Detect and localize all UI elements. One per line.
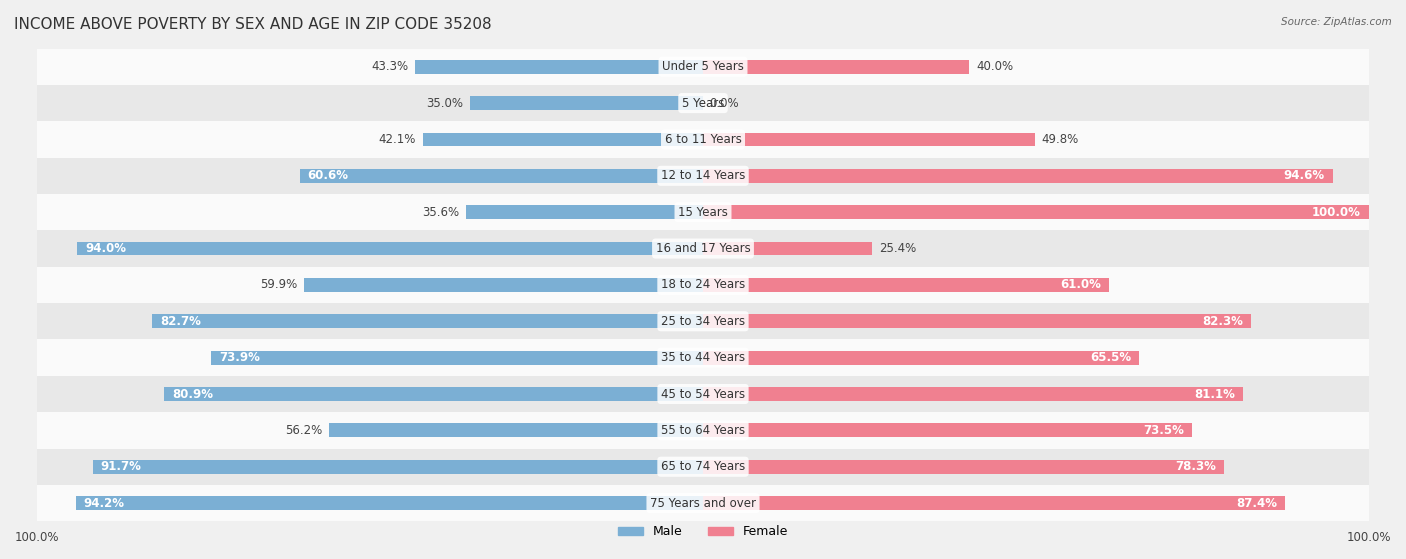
Bar (37, 194, 1369, 230)
Text: 55 to 64 Years: 55 to 64 Years (661, 424, 745, 437)
Bar (703, 314, 1251, 328)
Text: 100.0%: 100.0% (1312, 206, 1361, 219)
Text: 45 to 54 Years: 45 to 54 Years (661, 387, 745, 400)
Text: 60.6%: 60.6% (308, 169, 349, 182)
Text: 61.0%: 61.0% (1060, 278, 1101, 291)
Text: 35.6%: 35.6% (422, 206, 460, 219)
Bar (703, 241, 872, 255)
Bar (37, 339, 1369, 376)
Text: 59.9%: 59.9% (260, 278, 298, 291)
Bar (415, 60, 703, 74)
Text: 12 to 14 Years: 12 to 14 Years (661, 169, 745, 182)
Bar (211, 350, 703, 364)
Text: 78.3%: 78.3% (1175, 460, 1216, 473)
Bar (37, 303, 1369, 339)
Bar (165, 387, 703, 401)
Text: 35 to 44 Years: 35 to 44 Years (661, 351, 745, 364)
Bar (703, 387, 1243, 401)
Text: 56.2%: 56.2% (285, 424, 322, 437)
Bar (703, 169, 1333, 183)
Bar (37, 230, 1369, 267)
Bar (37, 49, 1369, 85)
Text: 82.7%: 82.7% (160, 315, 201, 328)
Text: 87.4%: 87.4% (1236, 496, 1277, 510)
Bar (703, 496, 1285, 510)
Text: 40.0%: 40.0% (976, 60, 1014, 73)
Bar (37, 267, 1369, 303)
Text: 5 Years: 5 Years (682, 97, 724, 110)
Text: 15 Years: 15 Years (678, 206, 728, 219)
Bar (703, 460, 1225, 473)
Bar (37, 448, 1369, 485)
Text: 75 Years and over: 75 Years and over (650, 496, 756, 510)
Text: 94.2%: 94.2% (84, 496, 125, 510)
Bar (93, 460, 703, 473)
Bar (703, 278, 1109, 292)
Text: 49.8%: 49.8% (1042, 133, 1078, 146)
Bar (37, 85, 1369, 121)
Bar (37, 121, 1369, 158)
Bar (152, 314, 703, 328)
Text: 18 to 24 Years: 18 to 24 Years (661, 278, 745, 291)
Text: Source: ZipAtlas.com: Source: ZipAtlas.com (1281, 17, 1392, 27)
Bar (304, 278, 703, 292)
Text: 65.5%: 65.5% (1090, 351, 1130, 364)
Text: 65 to 74 Years: 65 to 74 Years (661, 460, 745, 473)
Text: 91.7%: 91.7% (100, 460, 142, 473)
Bar (703, 132, 1035, 146)
Text: 43.3%: 43.3% (371, 60, 408, 73)
Bar (703, 60, 969, 74)
Text: 82.3%: 82.3% (1202, 315, 1243, 328)
Text: 42.1%: 42.1% (378, 133, 416, 146)
Bar (37, 485, 1369, 522)
Bar (77, 241, 703, 255)
Text: 73.5%: 73.5% (1143, 424, 1184, 437)
Text: 81.1%: 81.1% (1194, 387, 1234, 400)
Bar (465, 205, 703, 219)
Bar (76, 496, 703, 510)
Text: 25.4%: 25.4% (879, 242, 915, 255)
Text: INCOME ABOVE POVERTY BY SEX AND AGE IN ZIP CODE 35208: INCOME ABOVE POVERTY BY SEX AND AGE IN Z… (14, 17, 492, 32)
Bar (703, 205, 1369, 219)
Bar (37, 376, 1369, 412)
Text: 6 to 11 Years: 6 to 11 Years (665, 133, 741, 146)
Text: 25 to 34 Years: 25 to 34 Years (661, 315, 745, 328)
Text: Under 5 Years: Under 5 Years (662, 60, 744, 73)
Bar (703, 350, 1139, 364)
Text: 16 and 17 Years: 16 and 17 Years (655, 242, 751, 255)
Text: 80.9%: 80.9% (173, 387, 214, 400)
Bar (470, 96, 703, 110)
Legend: Male, Female: Male, Female (613, 520, 793, 543)
Text: 73.9%: 73.9% (219, 351, 260, 364)
Bar (329, 424, 703, 437)
Text: 35.0%: 35.0% (426, 97, 464, 110)
Text: 94.6%: 94.6% (1284, 169, 1324, 182)
Bar (423, 132, 703, 146)
Text: 0.0%: 0.0% (710, 97, 740, 110)
Text: 94.0%: 94.0% (86, 242, 127, 255)
Bar (703, 424, 1192, 437)
Bar (37, 412, 1369, 448)
Bar (299, 169, 703, 183)
Bar (37, 158, 1369, 194)
